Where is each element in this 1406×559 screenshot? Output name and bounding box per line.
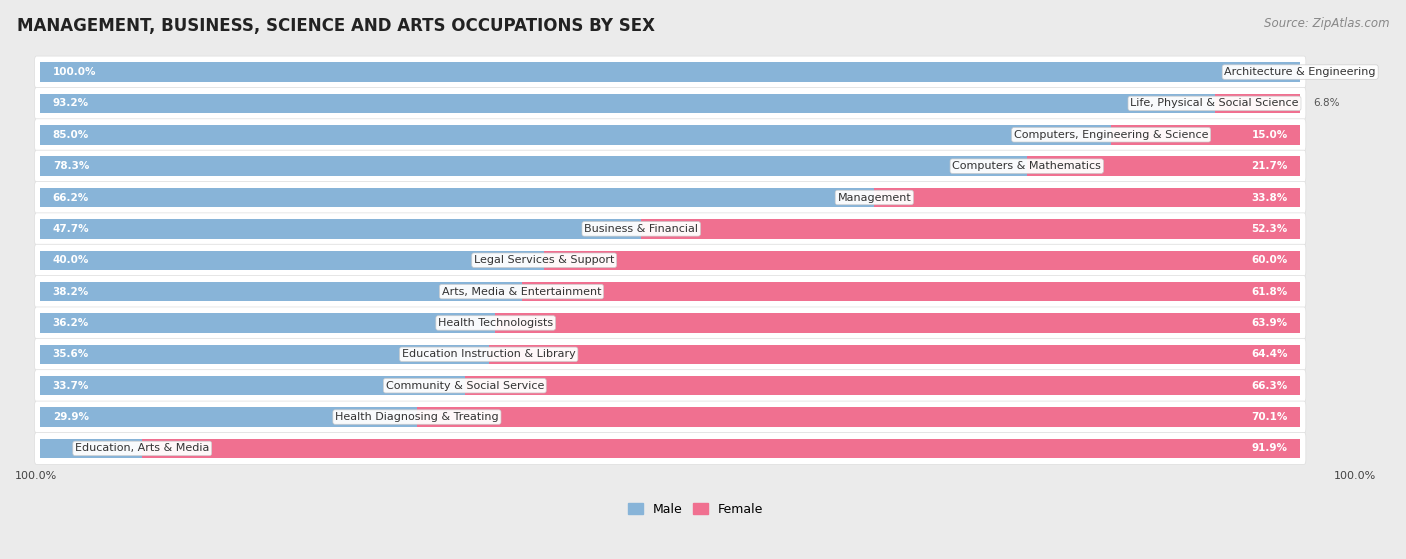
FancyBboxPatch shape: [35, 213, 1306, 245]
Text: MANAGEMENT, BUSINESS, SCIENCE AND ARTS OCCUPATIONS BY SEX: MANAGEMENT, BUSINESS, SCIENCE AND ARTS O…: [17, 17, 655, 35]
Text: 6.8%: 6.8%: [1313, 98, 1340, 108]
Bar: [41, 157, 1026, 176]
Text: 29.9%: 29.9%: [53, 412, 89, 422]
Bar: [41, 125, 1111, 145]
Text: 35.6%: 35.6%: [53, 349, 89, 359]
Text: 40.0%: 40.0%: [53, 255, 89, 265]
Text: 36.2%: 36.2%: [53, 318, 89, 328]
Text: 93.2%: 93.2%: [53, 98, 89, 108]
Bar: [41, 282, 522, 301]
Bar: [489, 344, 1301, 364]
Bar: [41, 408, 418, 427]
Text: 91.9%: 91.9%: [1251, 443, 1288, 453]
FancyBboxPatch shape: [35, 307, 1306, 339]
Bar: [41, 250, 544, 270]
Text: 0.0%: 0.0%: [1313, 67, 1339, 77]
Text: 85.0%: 85.0%: [53, 130, 89, 140]
Text: Education, Arts & Media: Education, Arts & Media: [75, 443, 209, 453]
Text: Community & Social Service: Community & Social Service: [385, 381, 544, 391]
Text: 38.2%: 38.2%: [53, 287, 89, 297]
Bar: [875, 188, 1301, 207]
Bar: [41, 439, 142, 458]
Text: Arts, Media & Entertainment: Arts, Media & Entertainment: [441, 287, 602, 297]
FancyBboxPatch shape: [35, 56, 1306, 88]
Text: 52.3%: 52.3%: [1251, 224, 1288, 234]
Legend: Male, Female: Male, Female: [623, 498, 768, 521]
Text: 64.4%: 64.4%: [1251, 349, 1288, 359]
Text: 63.9%: 63.9%: [1251, 318, 1288, 328]
Text: 61.8%: 61.8%: [1251, 287, 1288, 297]
Text: 100.0%: 100.0%: [15, 471, 58, 481]
Bar: [465, 376, 1301, 395]
Bar: [41, 344, 489, 364]
FancyBboxPatch shape: [35, 433, 1306, 465]
Bar: [1026, 157, 1301, 176]
Text: 60.0%: 60.0%: [1251, 255, 1288, 265]
Bar: [544, 250, 1301, 270]
Bar: [142, 439, 1301, 458]
Text: Computers, Engineering & Science: Computers, Engineering & Science: [1014, 130, 1208, 140]
Text: Life, Physical & Social Science: Life, Physical & Social Science: [1130, 98, 1299, 108]
Text: 8.1%: 8.1%: [103, 443, 129, 453]
Bar: [1215, 94, 1301, 113]
Bar: [41, 188, 875, 207]
Bar: [41, 313, 496, 333]
Text: Source: ZipAtlas.com: Source: ZipAtlas.com: [1264, 17, 1389, 30]
Text: 47.7%: 47.7%: [53, 224, 90, 234]
Text: 15.0%: 15.0%: [1251, 130, 1288, 140]
Text: Management: Management: [838, 192, 911, 202]
Text: 33.7%: 33.7%: [53, 381, 89, 391]
Bar: [1111, 125, 1301, 145]
FancyBboxPatch shape: [35, 119, 1306, 151]
Bar: [41, 219, 641, 239]
Text: 21.7%: 21.7%: [1251, 161, 1288, 171]
FancyBboxPatch shape: [35, 338, 1306, 370]
Bar: [41, 63, 1301, 82]
FancyBboxPatch shape: [35, 150, 1306, 182]
Text: 100.0%: 100.0%: [1333, 471, 1376, 481]
Text: 100.0%: 100.0%: [53, 67, 96, 77]
Text: 78.3%: 78.3%: [53, 161, 89, 171]
Bar: [418, 408, 1301, 427]
Bar: [522, 282, 1301, 301]
Bar: [41, 94, 1215, 113]
Text: 66.3%: 66.3%: [1251, 381, 1288, 391]
Text: Business & Financial: Business & Financial: [585, 224, 699, 234]
FancyBboxPatch shape: [35, 401, 1306, 433]
Text: Education Instruction & Library: Education Instruction & Library: [402, 349, 575, 359]
Bar: [641, 219, 1301, 239]
FancyBboxPatch shape: [35, 276, 1306, 307]
Text: Legal Services & Support: Legal Services & Support: [474, 255, 614, 265]
Text: 33.8%: 33.8%: [1251, 192, 1288, 202]
FancyBboxPatch shape: [35, 87, 1306, 120]
Text: 70.1%: 70.1%: [1251, 412, 1288, 422]
Text: 66.2%: 66.2%: [53, 192, 89, 202]
Bar: [495, 313, 1301, 333]
Text: Health Technologists: Health Technologists: [439, 318, 553, 328]
Text: Computers & Mathematics: Computers & Mathematics: [952, 161, 1101, 171]
Text: Health Diagnosing & Treating: Health Diagnosing & Treating: [335, 412, 499, 422]
FancyBboxPatch shape: [35, 182, 1306, 214]
Bar: [41, 376, 465, 395]
Text: Architecture & Engineering: Architecture & Engineering: [1225, 67, 1376, 77]
FancyBboxPatch shape: [35, 244, 1306, 276]
FancyBboxPatch shape: [35, 369, 1306, 402]
